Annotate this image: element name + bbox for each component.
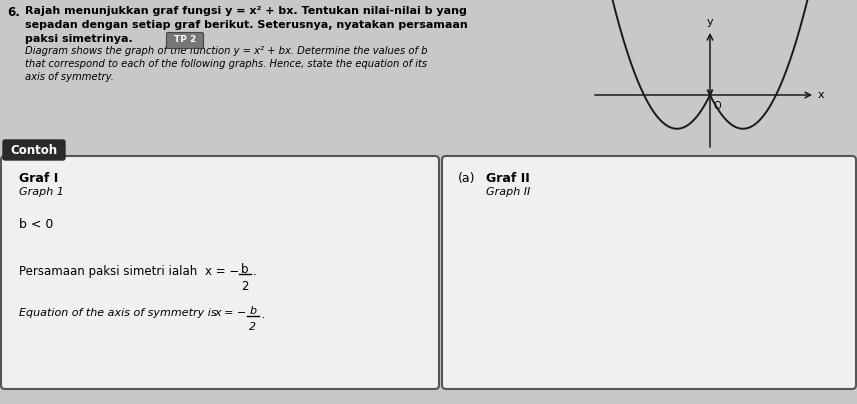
Text: Rajah menunjukkan graf fungsi y = x² + bx. Tentukan nilai-nilai b yang: Rajah menunjukkan graf fungsi y = x² + b… [25, 6, 467, 16]
Text: b: b [242, 263, 249, 276]
Text: TP 2: TP 2 [174, 36, 196, 44]
Text: Graph 1: Graph 1 [19, 187, 64, 197]
Text: x = −: x = − [214, 308, 246, 318]
Text: b < 0: b < 0 [19, 218, 53, 231]
Text: 2: 2 [249, 322, 256, 332]
Text: 6.: 6. [7, 6, 20, 19]
FancyBboxPatch shape [166, 32, 203, 48]
FancyBboxPatch shape [1, 156, 439, 389]
Text: .: . [253, 265, 257, 278]
Text: 2: 2 [242, 280, 249, 293]
FancyBboxPatch shape [442, 156, 856, 389]
Text: x = −: x = − [205, 265, 239, 278]
Text: Graph II: Graph II [486, 187, 530, 197]
Text: Diagram shows the graph of the function y = x² + bx. Determine the values of b: Diagram shows the graph of the function … [25, 46, 428, 56]
FancyBboxPatch shape [3, 140, 65, 160]
Text: b: b [249, 306, 256, 316]
Text: Equation of the axis of symmetry is: Equation of the axis of symmetry is [19, 308, 220, 318]
Text: x: x [818, 90, 824, 100]
Text: sepadan dengan setiap graf berikut. Seterusnya, nyatakan persamaan: sepadan dengan setiap graf berikut. Sete… [25, 20, 468, 30]
Text: y: y [707, 17, 713, 27]
Text: axis of symmetry.: axis of symmetry. [25, 72, 114, 82]
Text: O: O [714, 101, 722, 111]
Text: paksi simetrinya.: paksi simetrinya. [25, 34, 133, 44]
Text: Persamaan paksi simetri ialah: Persamaan paksi simetri ialah [19, 265, 201, 278]
Text: that correspond to each of the following graphs. Hence, state the equation of it: that correspond to each of the following… [25, 59, 427, 69]
Text: Contoh: Contoh [10, 143, 57, 156]
Text: .: . [261, 308, 265, 321]
Text: Graf I: Graf I [19, 172, 58, 185]
Text: Graf II: Graf II [486, 172, 530, 185]
Text: (a): (a) [458, 172, 476, 185]
